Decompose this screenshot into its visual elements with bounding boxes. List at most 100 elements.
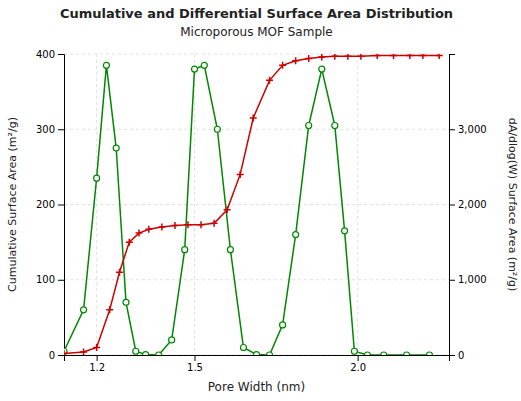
tick-label: 100 <box>36 274 55 285</box>
marker <box>214 126 220 132</box>
axis-line <box>450 55 456 356</box>
tick: 3,000 <box>449 124 487 135</box>
marker <box>436 54 443 59</box>
tick-label: 3,000 <box>458 124 487 135</box>
line <box>64 56 439 354</box>
grid-line-y <box>64 129 449 130</box>
marker <box>143 352 149 355</box>
y-axis-title: Cumulative Surface Area (m²/g) <box>6 117 19 292</box>
tick <box>449 54 455 55</box>
marker <box>126 239 133 246</box>
tick: 1.5 <box>187 355 203 373</box>
marks <box>64 54 443 355</box>
tick-mark <box>449 280 455 281</box>
marker <box>171 222 178 229</box>
tick: 2,000 <box>449 199 487 210</box>
marker <box>80 348 87 355</box>
tick-mark <box>358 355 359 361</box>
tick: 0 <box>49 350 64 361</box>
marker <box>156 352 162 355</box>
marker <box>374 54 381 59</box>
tick-mark <box>58 205 64 206</box>
tick-mark <box>449 129 455 130</box>
grid-line-y <box>64 279 449 280</box>
marker <box>364 352 370 355</box>
grid-line-x <box>357 54 358 355</box>
tick: 1.2 <box>89 355 105 373</box>
marker <box>254 352 260 355</box>
tick-label: 0 <box>458 350 464 361</box>
tick-label: 1.2 <box>89 362 105 373</box>
marker <box>211 220 218 227</box>
marker <box>319 66 325 72</box>
marker <box>292 57 299 64</box>
tick: 1,000 <box>449 274 487 285</box>
marker <box>93 344 100 351</box>
tick-mark <box>449 54 455 55</box>
marker <box>406 54 413 59</box>
marker <box>145 226 152 233</box>
y-axis: 0100200300400 <box>36 49 65 361</box>
tick: 100 <box>36 274 64 285</box>
tick-label: 2.0 <box>350 362 366 373</box>
marker <box>198 221 205 228</box>
tick-mark <box>58 280 64 281</box>
tick-mark <box>58 129 64 130</box>
grid-line-x <box>194 54 195 355</box>
marker <box>81 307 87 313</box>
x-axis-title: Pore Width (nm) <box>208 380 305 394</box>
marker <box>240 344 246 350</box>
marker <box>184 221 191 228</box>
tick: 0 <box>449 350 464 361</box>
grid <box>64 54 449 355</box>
tick-mark <box>58 54 64 55</box>
marker <box>279 62 286 69</box>
marker <box>267 352 273 355</box>
y2-axis-title: dA/dlog(W) Surface Area (m²/g) <box>506 118 519 292</box>
marker <box>342 228 348 234</box>
marker <box>318 54 325 61</box>
marker <box>381 352 387 355</box>
x-axis: 1.2 1.5 2.0 <box>65 355 450 373</box>
marker <box>390 54 397 59</box>
marker <box>351 348 357 354</box>
marker <box>426 352 432 355</box>
series <box>64 62 432 355</box>
marker <box>169 337 175 343</box>
axis-line <box>65 356 450 362</box>
marker <box>224 206 231 213</box>
axis-line <box>58 55 65 356</box>
tick-label: 0 <box>49 350 55 361</box>
marker <box>332 122 338 128</box>
marker <box>136 230 143 237</box>
marker <box>123 299 129 305</box>
marker <box>192 66 198 72</box>
marker <box>227 247 233 253</box>
tick-mark <box>58 355 64 356</box>
tick-label: 200 <box>36 199 55 210</box>
marker <box>280 322 286 328</box>
marker <box>237 171 244 178</box>
y2-axis: 0 1,000 2,000 3,000 <box>449 55 487 361</box>
chart: 1.21.52.0010020030040001,0002,0003,000Cu… <box>0 0 521 401</box>
marker <box>357 54 364 60</box>
grid-line-y <box>64 54 449 55</box>
labels: Cumulative and Differential Surface Area… <box>6 6 519 394</box>
plot: 1.21.52.0010020030040001,0002,0003,000 <box>36 49 487 373</box>
tick-mark <box>195 355 196 361</box>
marker <box>344 54 351 60</box>
tick: 2.0 <box>350 355 366 373</box>
marker <box>64 350 68 355</box>
marker <box>404 352 410 355</box>
tick-mark <box>449 355 455 356</box>
tick-label: 2,000 <box>458 199 487 210</box>
tick: 200 <box>36 199 64 210</box>
marker <box>113 145 119 151</box>
marker <box>419 54 426 59</box>
marker <box>106 306 113 313</box>
line <box>64 65 429 355</box>
tick-label: 1,000 <box>458 274 487 285</box>
tick: 300 <box>36 124 64 135</box>
marker <box>250 114 257 121</box>
series <box>64 54 443 355</box>
